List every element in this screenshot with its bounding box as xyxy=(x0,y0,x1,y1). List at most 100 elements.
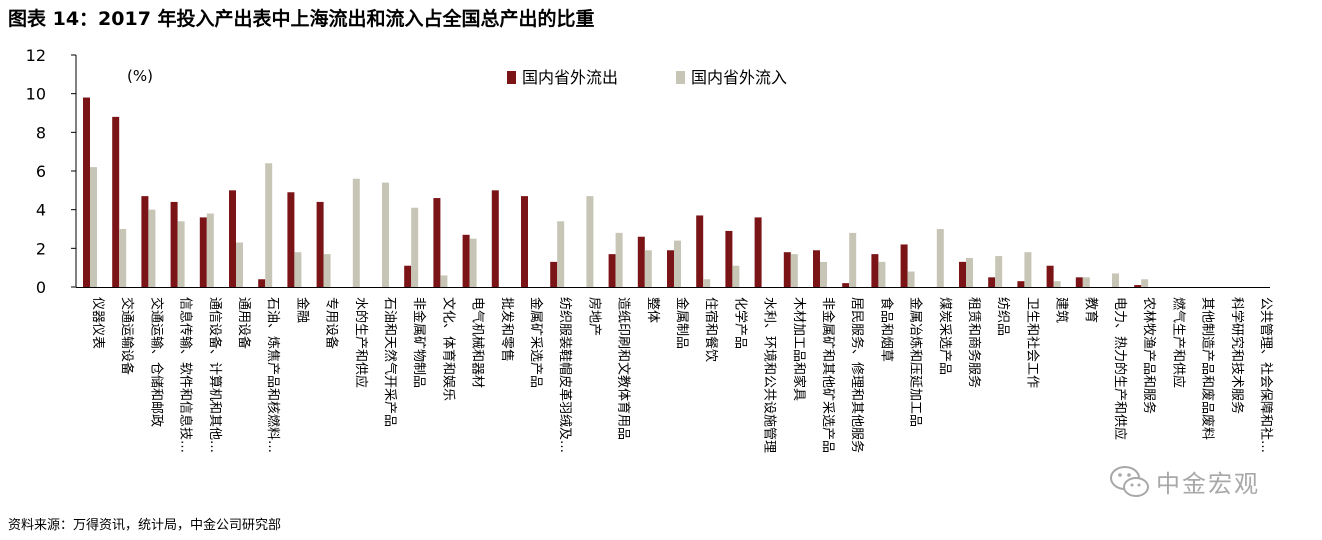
bars xyxy=(83,97,1149,288)
bar-inflow xyxy=(90,167,97,287)
bar-inflow xyxy=(936,229,944,287)
bar-outflow xyxy=(988,277,996,287)
x-tick-label: 卫生和社会工作 xyxy=(1024,297,1040,388)
watermark-text: 中金宏观 xyxy=(1156,470,1260,498)
x-tick-label: 教育 xyxy=(1083,297,1099,323)
legend-swatch-outflow xyxy=(507,71,516,84)
x-tick-label: 造纸印刷和文教体育用品 xyxy=(616,297,632,440)
x-tick-label: 交通运输、仓储和邮政 xyxy=(148,297,164,427)
bar-outflow xyxy=(900,244,908,287)
x-tick-label: 食品和烟草 xyxy=(878,297,894,362)
x-tick-label: 电气机械和器材 xyxy=(470,297,486,388)
bar-inflow xyxy=(878,261,886,287)
y-tick-label: 0 xyxy=(36,278,46,297)
bar-inflow xyxy=(411,207,419,287)
bar-inflow xyxy=(177,221,185,287)
x-tick-label: 金属矿采选产品 xyxy=(528,297,544,388)
bar-outflow xyxy=(521,196,528,287)
bar-outflow xyxy=(404,265,412,287)
x-tick-label: 其他制造产品和废品废料 xyxy=(1200,297,1216,440)
y-tick-label: 8 xyxy=(36,123,46,142)
x-tick-label: 水利、环境和公共设施管理 xyxy=(762,297,777,453)
bar-outflow xyxy=(754,217,762,287)
x-tick-label: 金属冶炼和压延加工品 xyxy=(908,297,924,427)
x-tick-label: 科学研究和技术服务 xyxy=(1229,297,1245,414)
bar-inflow xyxy=(469,238,477,287)
bar-outflow xyxy=(229,190,236,287)
x-tick-label: 燃气生产和供应 xyxy=(1170,297,1186,388)
bar-outflow xyxy=(1046,265,1054,287)
wechat-icon xyxy=(1110,466,1149,497)
bar-outflow xyxy=(725,230,733,287)
x-tick-label: 电力、热力的生产和供应 xyxy=(1112,297,1128,440)
unit-label: (%) xyxy=(127,67,153,85)
bar-outflow xyxy=(667,250,674,287)
bar-outflow xyxy=(112,116,120,287)
axes: 0 2 4 6 8 10 12 xyxy=(26,46,1270,297)
legend-swatch-inflow xyxy=(676,71,685,84)
x-tick-label: 居民服务、修理和其他服务 xyxy=(849,297,865,453)
bar-inflow xyxy=(1024,252,1032,287)
y-tick-label: 6 xyxy=(36,162,46,181)
bar-inflow xyxy=(206,213,214,287)
bar-inflow xyxy=(644,250,652,287)
bar-outflow xyxy=(696,215,704,287)
bar-inflow xyxy=(1082,277,1090,287)
x-tick-label: 水的生产和供应 xyxy=(353,297,369,388)
legend-label-outflow: 国内省外流出 xyxy=(522,68,618,87)
bar-inflow xyxy=(790,254,798,287)
bar-outflow xyxy=(83,97,90,288)
x-tick-label: 交通运输设备 xyxy=(119,297,135,375)
x-tick-label: 纺织品 xyxy=(995,297,1010,336)
bar-inflow xyxy=(820,261,827,287)
source-note: 资料来源：万得资讯，统计局，中金公司研究部 xyxy=(8,518,282,533)
x-tick-label: 通信设备、计算机和其他… xyxy=(207,297,223,453)
bar-inflow xyxy=(966,258,973,287)
bar-inflow xyxy=(294,252,302,287)
bar-outflow xyxy=(141,196,149,287)
x-tick-label: 专用设备 xyxy=(324,297,340,349)
bar-outflow xyxy=(433,198,441,287)
bar-inflow xyxy=(265,163,273,287)
bar-outflow xyxy=(258,279,266,287)
bar-inflow xyxy=(615,232,623,287)
x-tick-label: 通用设备 xyxy=(236,297,252,349)
bar-inflow xyxy=(703,279,711,287)
x-tick-label: 金融 xyxy=(294,297,310,323)
bar-outflow xyxy=(287,192,295,287)
bar-outflow xyxy=(783,252,791,287)
bar-outflow xyxy=(637,236,645,287)
x-tick-label: 整体 xyxy=(645,297,660,323)
y-tick-label: 12 xyxy=(26,46,46,65)
x-tick-labels: 仪器仪表 交通运输设备 交通运输、仓储和邮政 信息传输、软件和信息技… 通信设备、计算机… xyxy=(90,297,1274,453)
x-tick-label: 金属制品 xyxy=(674,297,690,349)
x-tick-label: 公共管理、社会保障和社… xyxy=(1258,297,1274,453)
watermark: 中金宏观 xyxy=(1108,458,1288,508)
bar-outflow xyxy=(871,254,879,287)
x-tick-label: 石油和天然气开采产品 xyxy=(382,297,398,427)
x-tick-label: 批发和零售 xyxy=(499,297,515,362)
legend: 国内省外流出 国内省外流入 xyxy=(507,68,787,87)
bar-outflow xyxy=(550,261,558,287)
bar-inflow xyxy=(1053,281,1061,287)
y-tick-label: 10 xyxy=(26,85,46,104)
bar-inflow xyxy=(1112,273,1119,287)
bar-outflow xyxy=(462,234,470,287)
bar-outflow xyxy=(1075,277,1083,287)
bar-outflow xyxy=(813,250,820,287)
x-tick-label: 建筑 xyxy=(1054,297,1070,323)
bar-outflow xyxy=(608,254,616,287)
bar-inflow xyxy=(119,229,127,287)
bar-inflow xyxy=(907,271,915,287)
bar-outflow xyxy=(316,201,324,287)
x-tick-label: 非金属矿和其他矿采选产品 xyxy=(820,297,836,453)
bar-outflow xyxy=(1134,285,1142,287)
bar-inflow xyxy=(674,240,681,287)
x-tick-label: 石油、炼焦产品和核燃料… xyxy=(265,297,281,453)
x-tick-label: 房地产 xyxy=(586,297,602,336)
x-tick-label: 住宿和餐饮 xyxy=(703,297,719,362)
bar-outflow xyxy=(959,261,966,287)
bar-inflow xyxy=(440,275,448,287)
bar-inflow xyxy=(586,196,594,287)
